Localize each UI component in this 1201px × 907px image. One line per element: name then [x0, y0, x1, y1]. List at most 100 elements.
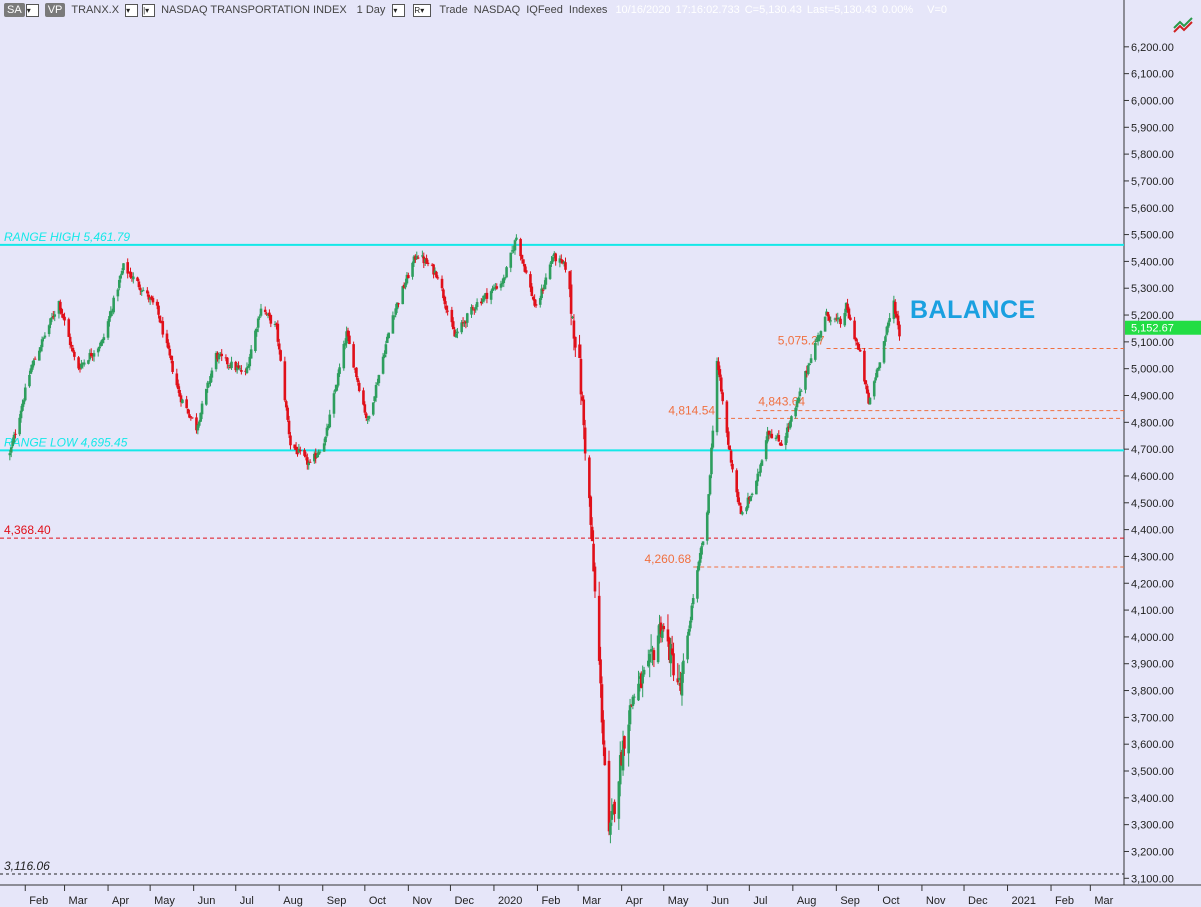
candle-down-body [728, 445, 731, 451]
candle-down-body [68, 336, 72, 346]
drawing-tools-icon[interactable] [1172, 14, 1194, 36]
candle-up-body [760, 460, 764, 466]
candle-up-body [421, 255, 424, 257]
candle-down-body [590, 526, 594, 542]
candle-up-body [101, 339, 104, 344]
candle-up-body [784, 436, 788, 446]
candle-up-body [106, 321, 110, 338]
candle-up-body [766, 431, 769, 442]
r-dropdown-button[interactable]: R ▾ [413, 3, 432, 17]
chart-frame [0, 0, 1201, 886]
candle-up-body [88, 352, 92, 360]
candle-down-body [167, 342, 170, 349]
vp-button[interactable]: VP [44, 3, 66, 17]
candle-down-body [171, 361, 174, 372]
candle-up-body [258, 316, 261, 318]
sa-dropdown-icon[interactable]: ▾ [25, 3, 39, 17]
candle-up-body [207, 382, 211, 385]
candle-down-body [659, 622, 663, 634]
candle-down-body [308, 461, 312, 463]
candle-up-body [460, 322, 463, 333]
price-tick-label: 3,500.00 [1131, 766, 1174, 778]
candle-down-body [402, 284, 406, 288]
price-tick-label: 3,200.00 [1131, 846, 1174, 858]
candle-down-body [533, 299, 536, 306]
candle-down-body [805, 370, 809, 373]
candle-down-body [666, 629, 670, 642]
candle-up-body [892, 300, 896, 319]
price-tick-label: 4,400.00 [1131, 525, 1174, 537]
candle-down-body [530, 286, 534, 296]
candle-down-body [670, 648, 674, 655]
candle-up-body [843, 312, 847, 326]
candle-down-body [442, 289, 445, 299]
candle-down-body [738, 502, 741, 506]
candle-up-body [558, 258, 562, 263]
candle-down-body [71, 347, 75, 352]
candle-up-body [774, 437, 778, 440]
candle-up-body [21, 403, 24, 411]
candle-up-body [12, 434, 16, 443]
candle-up-body [884, 336, 887, 342]
candle-down-body [150, 296, 153, 300]
candle-down-body [767, 430, 771, 435]
candle-up-body [875, 369, 879, 378]
candle-up-body [804, 371, 807, 390]
candle-up-body [122, 263, 125, 271]
level-label: 3,116.06 [4, 859, 50, 873]
study-icon[interactable]: |▾ [142, 3, 156, 17]
interval-dropdown-icon[interactable]: ▾ [392, 3, 406, 17]
candle-up-body [882, 341, 886, 363]
candle-down-body [137, 281, 141, 288]
candle-up-body [327, 425, 330, 429]
symbol-dropdown-icon[interactable]: ▾ [125, 3, 139, 17]
candle-up-body [381, 356, 385, 374]
candle-up-body [366, 419, 369, 421]
candle-down-body [277, 343, 281, 350]
candle-down-body [293, 444, 296, 449]
sa-button[interactable]: SA [4, 3, 25, 17]
candle-down-body [731, 463, 734, 470]
candle-down-body [70, 345, 73, 347]
candle-up-body [819, 331, 823, 338]
candle-up-body [611, 804, 615, 815]
time-tick-label: Mar [1094, 895, 1113, 907]
candle-up-body [799, 390, 803, 392]
candle-up-body [489, 291, 493, 300]
candle-down-body [554, 253, 557, 262]
candle-down-body [362, 390, 365, 405]
candle-up-body [318, 451, 322, 453]
candle-up-body [373, 396, 376, 402]
candle-up-body [886, 322, 890, 328]
candle-down-body [748, 497, 751, 500]
candle-up-body [49, 318, 52, 325]
candle-up-body [543, 284, 546, 290]
candle-down-body [597, 595, 601, 661]
candle-down-body [826, 312, 830, 317]
candle-down-body [896, 315, 900, 326]
candle-up-body [82, 362, 86, 365]
candle-up-body [98, 346, 101, 349]
candle-down-body [835, 318, 838, 320]
candle-up-body [513, 240, 517, 251]
candle-up-body [328, 414, 332, 428]
candle-up-body [794, 407, 797, 417]
candle-down-body [864, 380, 868, 385]
candle-down-body [224, 357, 228, 359]
level-lines: RANGE HIGH 5,461.79 RANGE LOW 4,695.45 4,3… [0, 230, 1124, 875]
candle-up-body [247, 366, 250, 368]
interval-label[interactable]: 1 Day [356, 4, 386, 16]
candle-down-body [863, 350, 866, 382]
price-tick-label: 3,400.00 [1131, 793, 1174, 805]
candle-down-body [416, 257, 420, 259]
time-tick-label: 2020 [498, 895, 522, 907]
candle-up-body [50, 317, 54, 319]
symbol-label[interactable]: TRANX.X [71, 4, 120, 16]
candle-down-body [485, 292, 489, 299]
candle-up-body [343, 343, 347, 346]
candle-down-body [422, 256, 426, 264]
candle-up-body [687, 629, 691, 636]
candle-up-body [677, 677, 681, 681]
candle-up-body [785, 427, 789, 438]
